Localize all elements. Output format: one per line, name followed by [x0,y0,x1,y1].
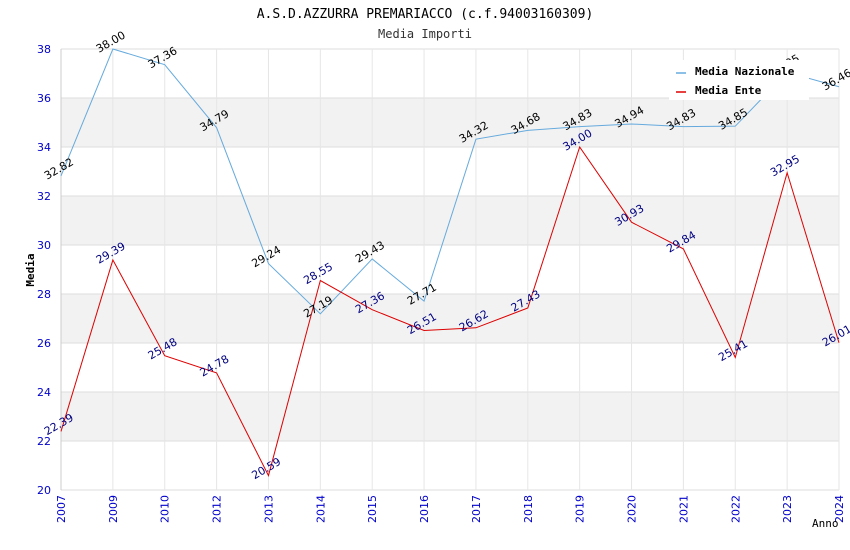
y-tick-label: 20 [37,484,51,497]
x-tick-label: 2012 [211,495,224,523]
data-label: 29.24 [249,243,283,270]
grid-band [61,98,839,147]
x-tick-label: 2014 [314,495,327,523]
series-line-media-ente [60,145,840,477]
y-tick-label: 38 [37,43,51,56]
x-tick-label: 2009 [107,495,120,523]
data-label: 32.82 [42,155,76,182]
chart-title: A.S.D.AZZURRA PREMARIACCO (c.f.940031603… [257,7,594,22]
grid-bands [61,98,839,441]
x-tick-label: 2016 [418,495,431,523]
y-tick-label: 34 [37,141,51,154]
x-tick-label: 2022 [729,495,742,523]
chart-subtitle: Media Importi [378,27,472,41]
data-label: 24.78 [198,352,232,379]
y-tick-label: 24 [37,386,51,399]
y-tick-labels: 20 22 24 26 28 30 32 34 36 38 [37,43,51,497]
grid-band [61,294,839,343]
y-tick-label: 36 [37,92,51,105]
x-tick-label: 2015 [366,495,379,523]
y-tick-label: 22 [37,435,51,448]
x-tick-label: 2023 [781,495,794,523]
x-axis-label: Anno [812,517,839,530]
data-label: 36.46 [820,66,850,93]
x-tick-label: 2010 [159,495,172,523]
x-tick-label: 2007 [55,495,68,523]
series-line-media-nazionale [60,48,840,315]
legend: Media Nazionale Media Ente [669,60,809,100]
x-tick-labels: 2007 2009 2010 2012 2013 2014 2015 2016 2017 2018… [55,495,846,523]
data-label: 32.95 [768,152,802,179]
legend-label-media-ente: Media Ente [695,84,762,97]
data-label: 37.36 [146,44,180,71]
x-tick-label: 2017 [470,495,483,523]
grid-band [61,392,839,441]
data-label: 28.55 [301,260,335,287]
x-tick-label: 2024 [833,495,846,523]
x-tick-label: 2018 [522,495,535,523]
x-tick-label: 2021 [677,495,690,523]
series-lines [60,48,840,477]
x-tick-label: 2019 [574,495,587,523]
y-axis-label: Media [24,253,37,286]
y-tick-label: 30 [37,239,51,252]
grid-lines [60,48,840,491]
y-tick-label: 28 [37,288,51,301]
x-tick-label: 2020 [626,495,639,523]
legend-background [669,60,809,100]
y-tick-label: 32 [37,190,51,203]
y-tick-label: 26 [37,337,51,350]
data-label: 20.59 [249,455,283,482]
x-tick-label: 2013 [262,495,275,523]
legend-label-media-nazionale: Media Nazionale [695,65,795,78]
